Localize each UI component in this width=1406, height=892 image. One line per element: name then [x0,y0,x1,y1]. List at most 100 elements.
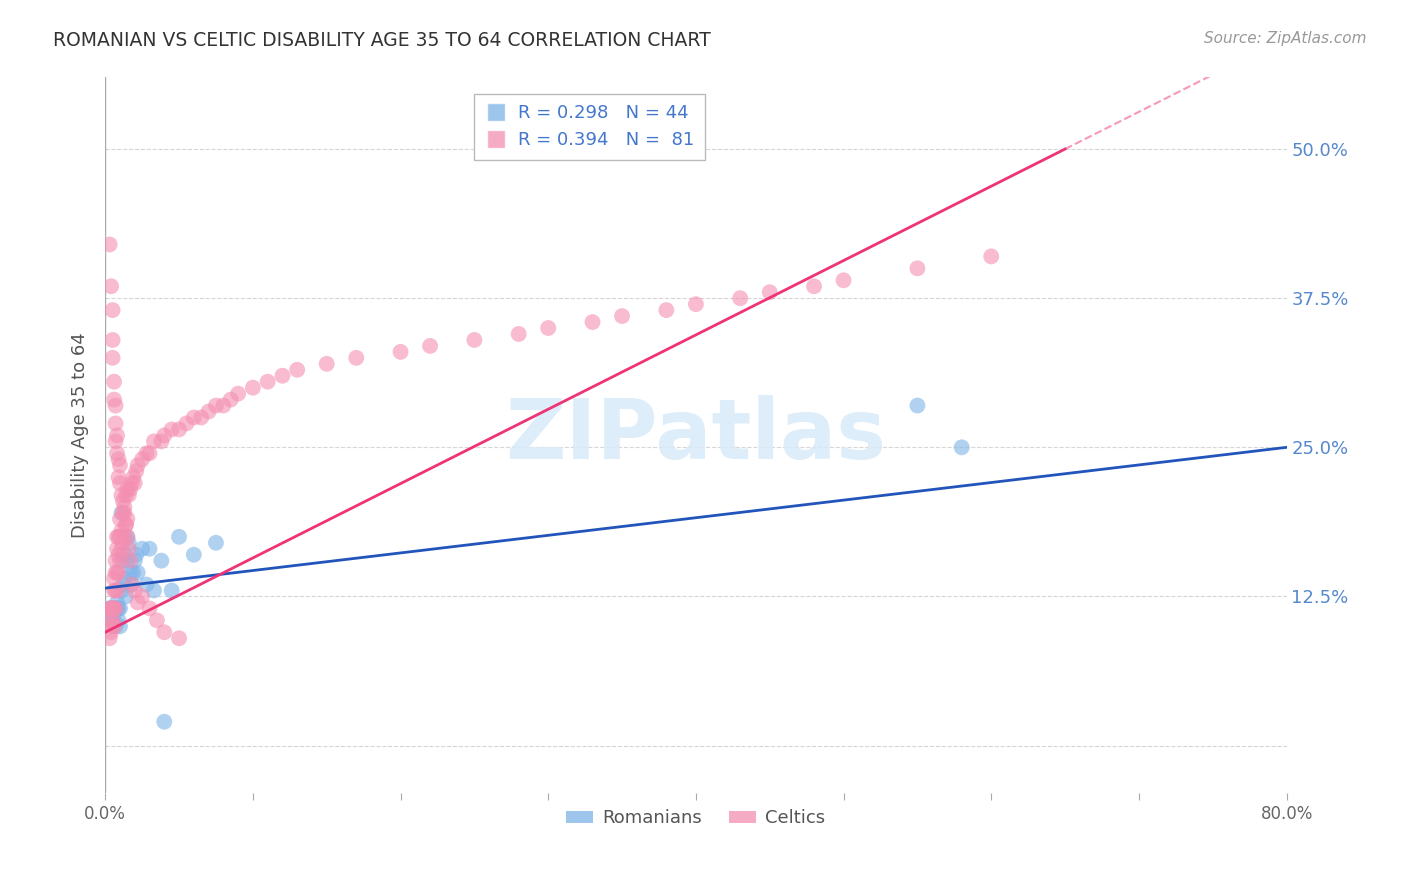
Point [112,530,135,544]
Point [125,464,148,478]
Point [108,512,131,526]
Point [905,261,928,276]
Point [104,601,127,615]
Y-axis label: Disability Age 35 to 64: Disability Age 35 to 64 [72,333,89,538]
Point [110,583,132,598]
Point [112,572,135,586]
Point [104,583,127,598]
Point [146,613,169,627]
Point [131,590,153,604]
Point [183,548,205,562]
Point [285,363,308,377]
Point [758,285,780,300]
Point [101,601,124,615]
Point [104,399,127,413]
Point [103,607,125,622]
Point [101,619,124,633]
Point [118,535,141,549]
Point [183,410,205,425]
Point [105,541,128,556]
Point [271,368,294,383]
Point [153,714,176,729]
Point [101,613,124,627]
Point [121,577,143,591]
Point [115,488,138,502]
Point [127,566,149,580]
Point [101,607,124,622]
Point [685,297,707,311]
Point [138,541,160,556]
Point [107,452,129,467]
Point [110,541,132,556]
Point [118,488,141,502]
Point [101,351,124,365]
Point [115,517,138,532]
Point [127,458,149,473]
Point [197,404,219,418]
Point [122,470,145,484]
Point [138,446,160,460]
Point [115,590,138,604]
Point [120,482,142,496]
Point [100,601,122,615]
Point [108,530,131,544]
Point [803,279,825,293]
Point [101,333,124,347]
Point [101,601,124,615]
Point [105,595,128,609]
Point [107,601,129,615]
Point [125,548,148,562]
Point [100,625,122,640]
Point [315,357,337,371]
Point [108,619,131,633]
Point [98,237,121,252]
Point [110,488,132,502]
Point [122,566,145,580]
Point [226,386,249,401]
Point [108,601,131,615]
Point [107,470,129,484]
Point [190,410,212,425]
Point [104,554,127,568]
Point [105,566,128,580]
Text: Source: ZipAtlas.com: Source: ZipAtlas.com [1204,31,1367,46]
Point [117,512,139,526]
Point [104,619,127,633]
Point [256,375,278,389]
Point [120,554,142,568]
Point [103,583,125,598]
Text: ROMANIAN VS CELTIC DISABILITY AGE 35 TO 64 CORRELATION CHART: ROMANIAN VS CELTIC DISABILITY AGE 35 TO … [53,31,711,50]
Point [118,541,141,556]
Point [581,315,603,329]
Point [104,417,127,431]
Point [100,613,122,627]
Point [111,535,134,549]
Point [98,632,121,646]
Legend: Romanians, Celtics: Romanians, Celtics [560,802,832,834]
Point [105,428,128,442]
Point [112,548,135,562]
Point [108,476,131,491]
Point [100,613,122,627]
Point [100,279,122,293]
Point [537,321,560,335]
Point [205,535,228,549]
Point [117,554,139,568]
Point [131,541,153,556]
Point [108,458,131,473]
Point [101,613,124,627]
Point [212,399,235,413]
Point [160,583,183,598]
Point [135,577,157,591]
Point [610,309,633,323]
Point [389,344,412,359]
Point [117,482,139,496]
Point [832,273,855,287]
Point [110,506,132,520]
Point [110,524,132,538]
Point [160,422,183,436]
Point [176,417,198,431]
Point [101,601,124,615]
Point [167,530,190,544]
Point [108,554,131,568]
